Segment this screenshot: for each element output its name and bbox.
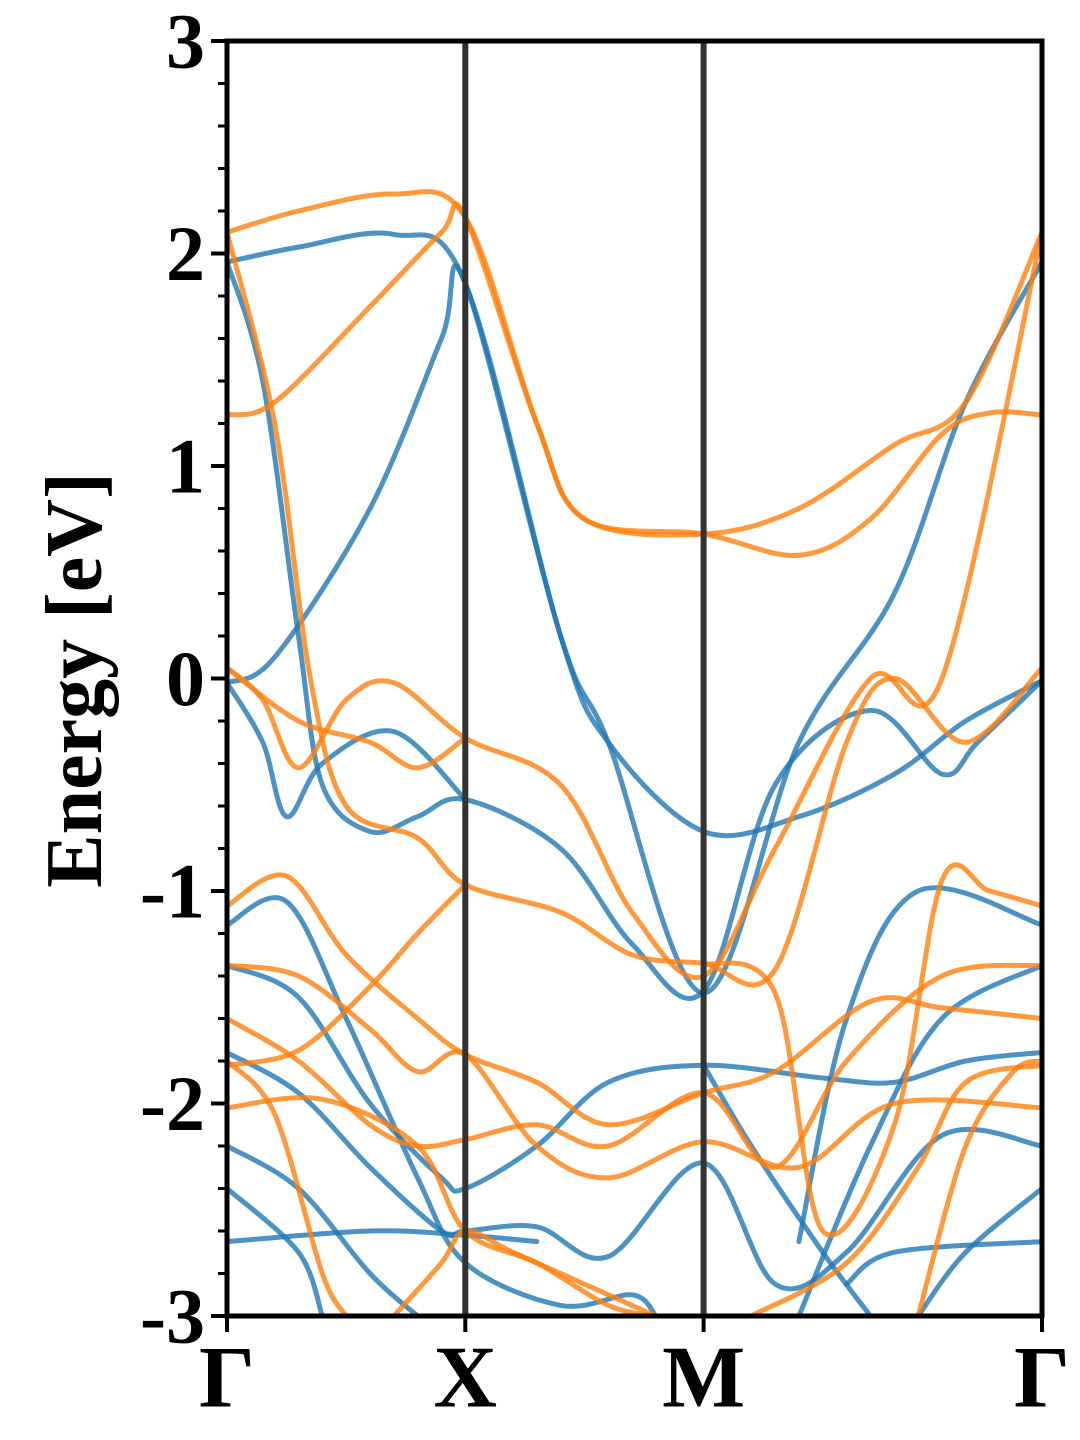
band-line-25 [227,1058,349,1316]
y-tick-label: 0 [166,635,205,722]
band-line-13 [844,1239,1042,1287]
band-line-15 [796,962,1042,1316]
x-tick-label: M [662,1330,745,1427]
band-line-5 [227,895,659,1316]
band-line-22 [227,962,1042,1181]
band-line-14 [796,885,1042,1245]
band-line-20 [227,665,468,771]
band-line-7 [227,1050,1042,1292]
band-line-26 [227,1095,659,1316]
y-tick-label: -1 [140,848,205,935]
band-line-10 [227,1186,325,1316]
y-tick-label: 1 [166,423,205,510]
band-line-29 [748,1062,1042,1316]
series-layer [227,189,1042,1316]
band-line-27 [391,1228,659,1316]
x-tick-label: Γ [1014,1330,1070,1427]
y-tick-label: -2 [140,1060,205,1147]
band-line-6 [227,962,1042,1194]
y-axis-ticks: -3 -2 -1 0 1 2 3 [140,0,227,1360]
band-line-28 [701,862,1042,1238]
plot-frame [224,38,1045,1319]
band-line-8 [227,1143,421,1316]
y-tick-label: 3 [166,0,205,85]
band-line-17 [227,201,1042,538]
band-line-3 [227,259,1042,1001]
band-line-30 [915,1058,1042,1316]
band-line-19 [227,229,1042,981]
y-tick-label: 2 [166,210,205,297]
band-line-18 [227,229,1042,988]
band-line-16 [227,189,1042,558]
band-line-12 [915,1186,1042,1316]
band-line-4 [227,680,468,820]
y-tick-label: -3 [140,1273,205,1360]
x-tick-label: Γ [199,1330,255,1427]
band-line-21 [227,872,1042,1128]
x-tick-label: X [434,1330,498,1427]
y-axis-label: Energy [eV] [31,472,119,887]
band-line-1 [227,230,1042,839]
vertical-lines [462,41,707,1316]
band-line-2 [227,259,1042,996]
band-line-23 [227,962,1042,1170]
band-line-24 [227,882,468,1068]
